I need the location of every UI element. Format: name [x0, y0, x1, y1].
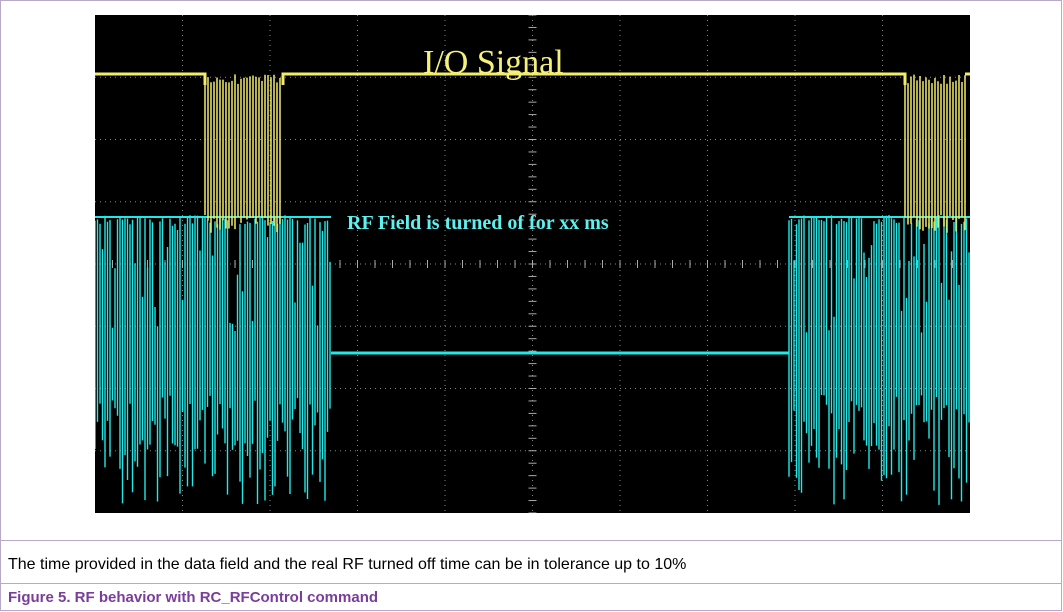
separator	[0, 583, 1061, 584]
rf-field-label: RF Field is turned of for xx ms	[347, 212, 609, 234]
figure-caption: Figure 5. RF behavior with RC_RFControl …	[8, 589, 378, 606]
oscilloscope-image: I/O Signal RF Field is turned of for xx …	[95, 15, 970, 513]
figure-note: The time provided in the data field and …	[8, 556, 686, 574]
separator	[0, 540, 1061, 541]
io-signal-label: I/O Signal	[423, 44, 564, 81]
page: I/O Signal RF Field is turned of for xx …	[0, 0, 1063, 612]
